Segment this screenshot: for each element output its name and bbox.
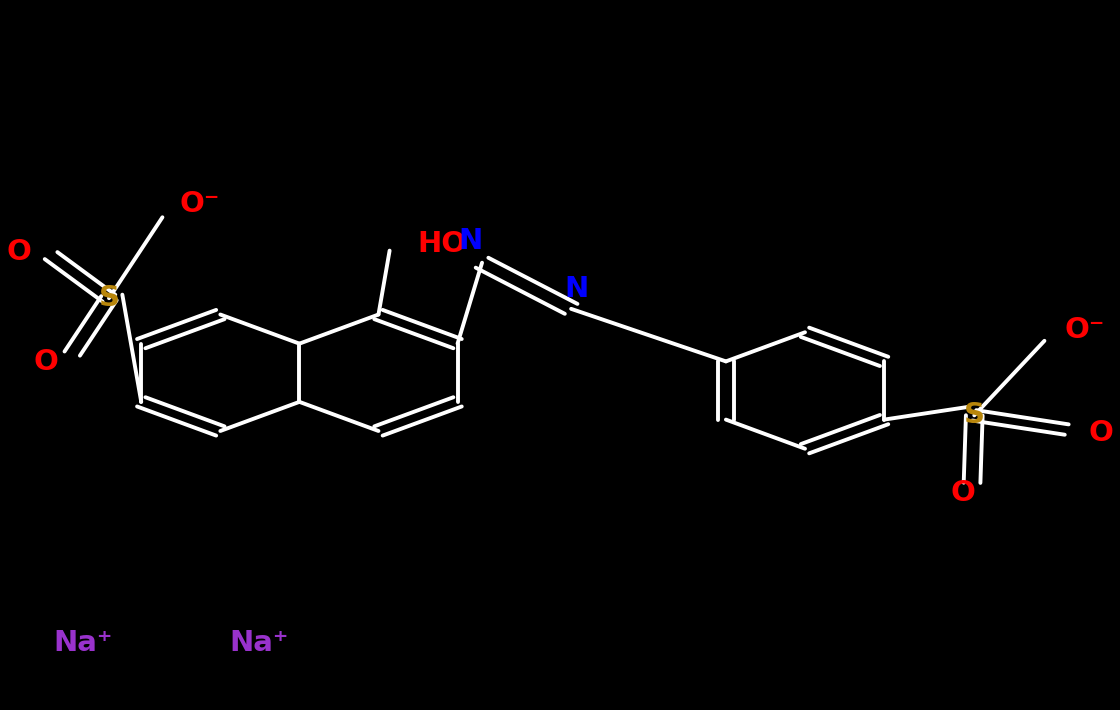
- Text: N: N: [459, 227, 483, 256]
- Text: O: O: [1089, 419, 1114, 447]
- Text: S: S: [964, 401, 984, 430]
- Text: O: O: [6, 238, 31, 266]
- Text: HO: HO: [418, 229, 467, 258]
- Text: Na⁺: Na⁺: [54, 628, 113, 657]
- Text: O⁻: O⁻: [179, 190, 220, 219]
- Text: Na⁺: Na⁺: [230, 628, 289, 657]
- Text: S: S: [99, 284, 120, 312]
- Text: N: N: [564, 275, 589, 303]
- Text: O⁻: O⁻: [1064, 316, 1104, 344]
- Text: O: O: [34, 348, 59, 376]
- Text: O: O: [951, 479, 976, 508]
